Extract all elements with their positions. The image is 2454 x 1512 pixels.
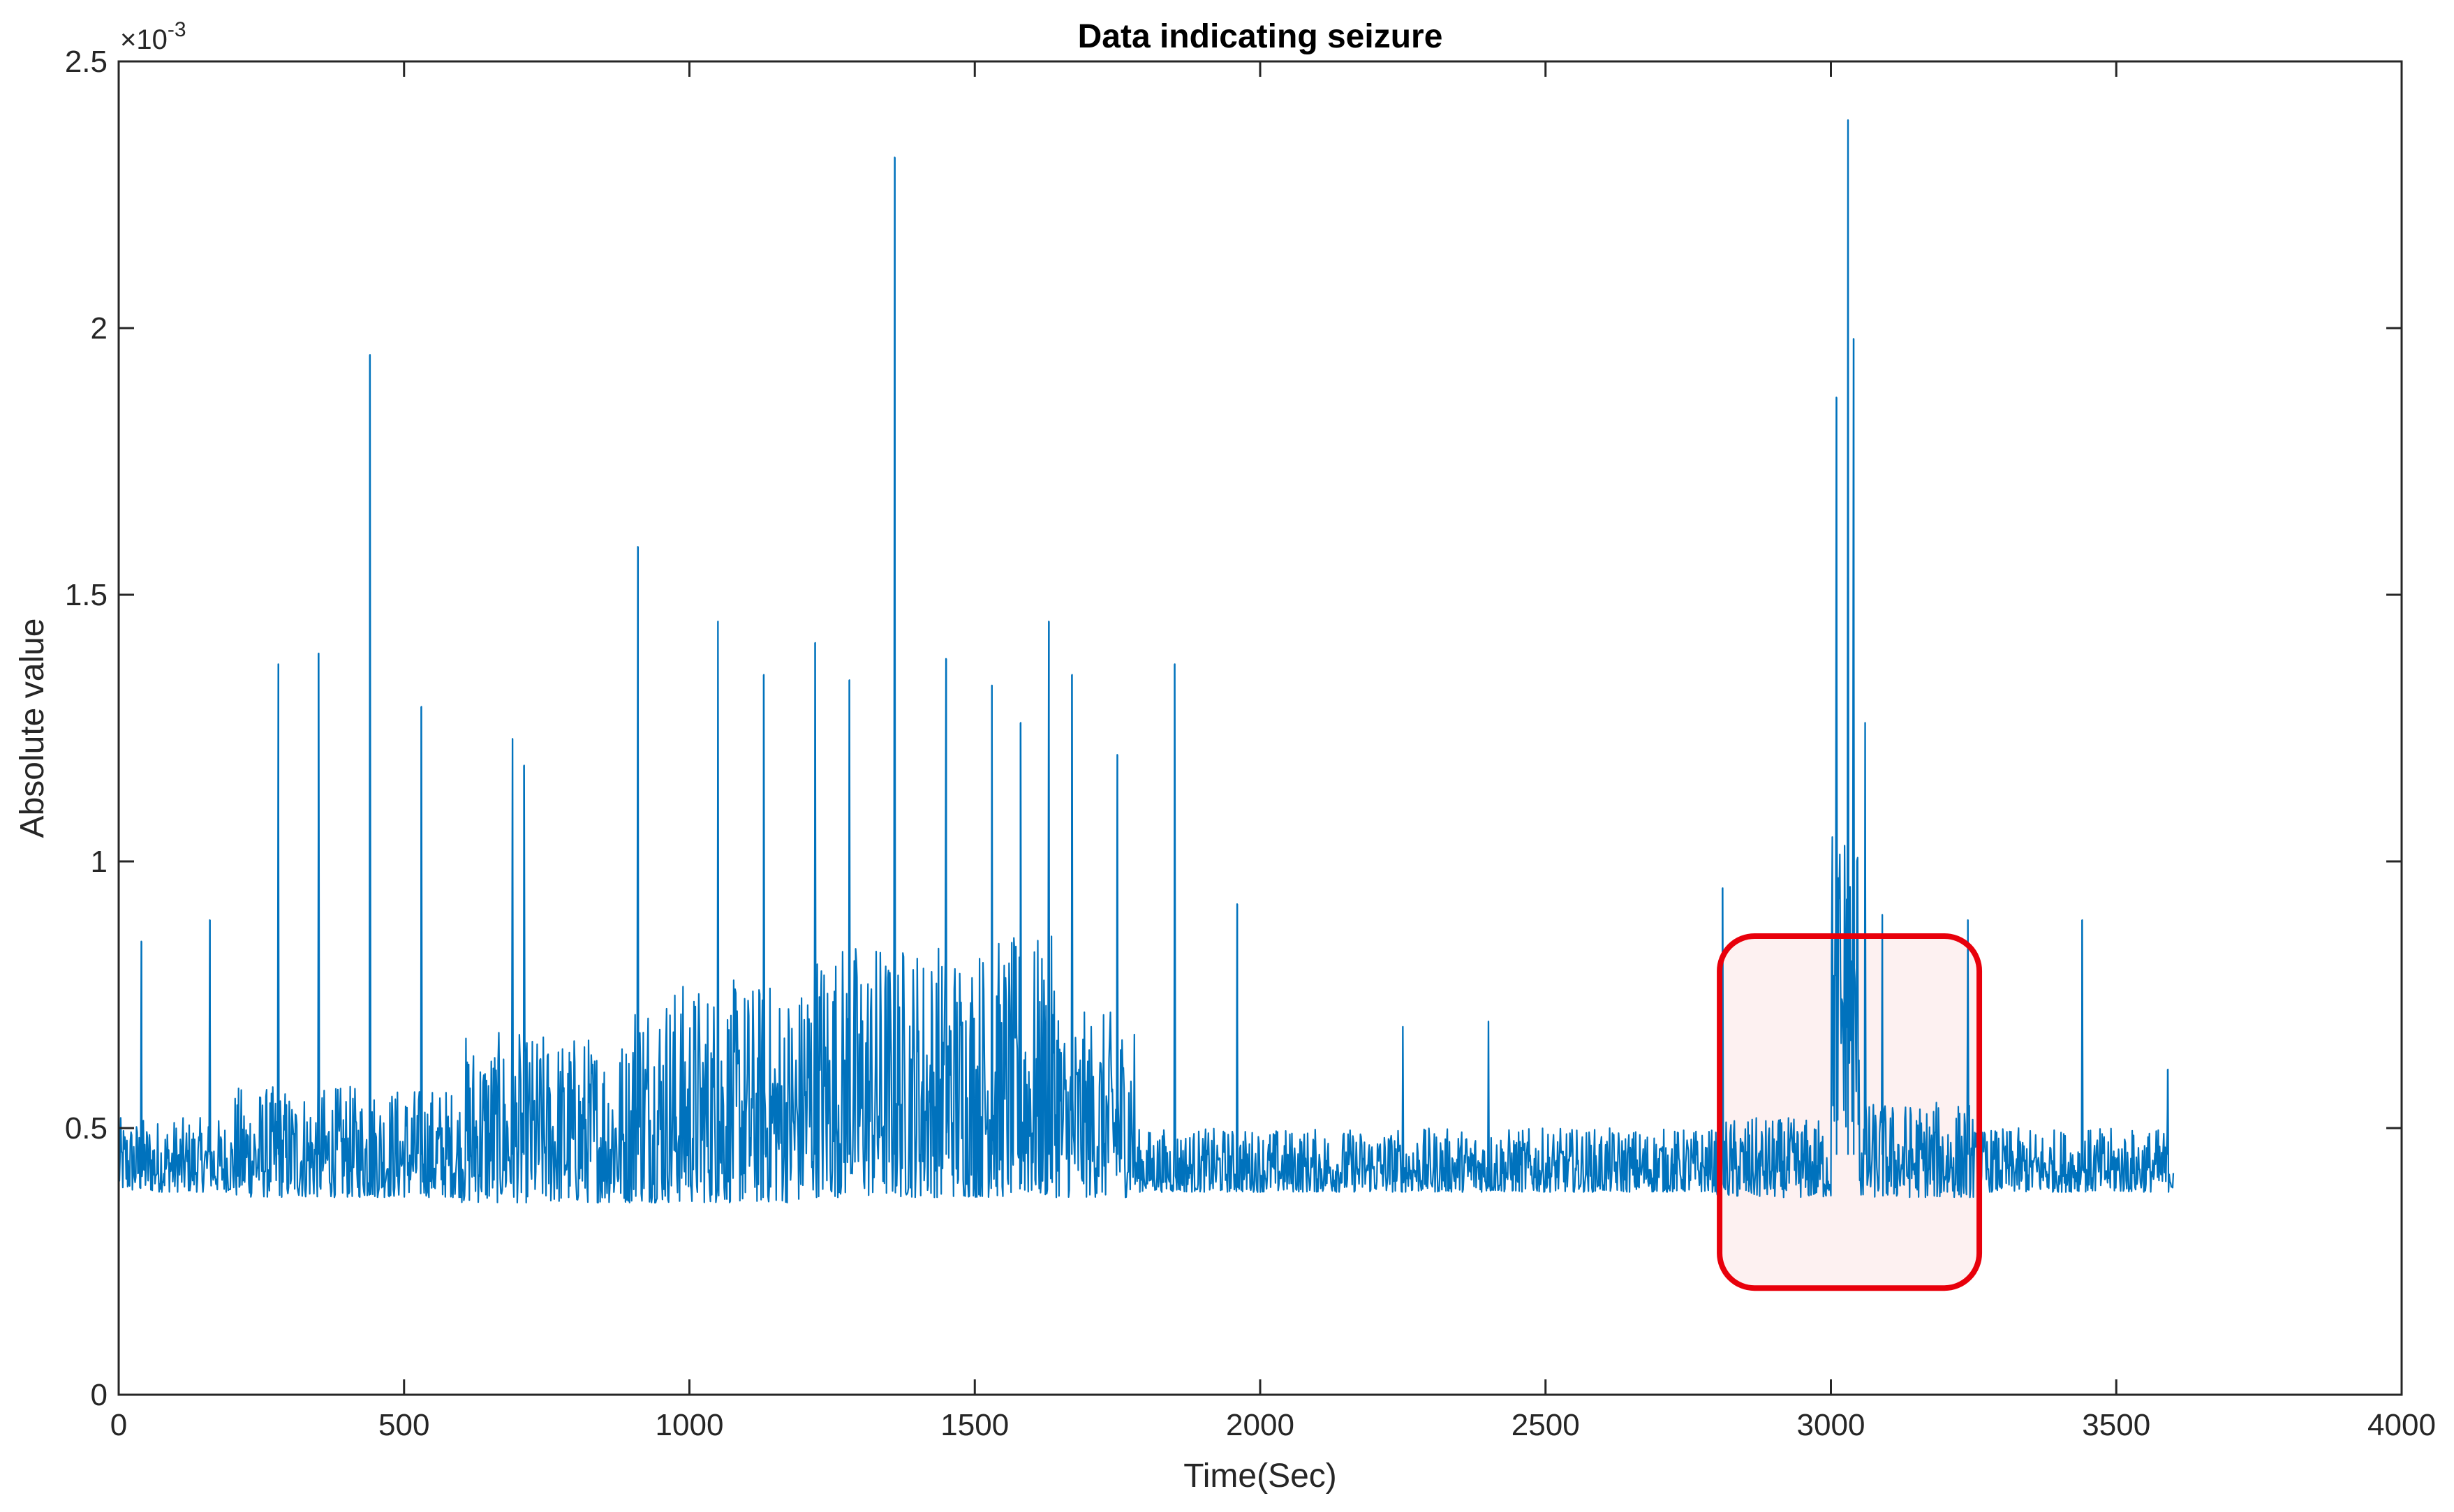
x-tick-label: 500 [378, 1408, 429, 1442]
x-tick-label: 4000 [2367, 1408, 2436, 1442]
x-tick-label: 2000 [1226, 1408, 1294, 1442]
y-tick-label: 0.5 [65, 1111, 108, 1146]
y-axis-label: Absolute value [14, 618, 51, 838]
x-tick-label: 1500 [940, 1408, 1009, 1442]
x-tick-label: 1000 [656, 1408, 724, 1442]
chart-title: Data indicating seizure [1078, 18, 1443, 55]
x-tick-label: 3000 [1797, 1408, 1865, 1442]
y-tick-label: 2.5 [65, 45, 108, 79]
y-tick-label: 0 [91, 1378, 108, 1412]
y-tick-label: 1.5 [65, 578, 108, 612]
seizure-highlight-fill [1720, 935, 1980, 1289]
x-axis-label: Time(Sec) [1183, 1458, 1337, 1495]
x-axis: 0 500 1000 1500 2000 2500 3000 3500 4000 [110, 61, 2436, 1442]
y-exponent-power: -3 [168, 18, 186, 41]
y-exponent-multiplier: ×10-3 [120, 18, 186, 55]
y-tick-label: 2 [91, 311, 108, 346]
series-layer [117, 119, 2175, 1204]
x-tick-label: 2500 [1511, 1408, 1580, 1442]
x-tick-label: 3500 [2082, 1408, 2150, 1442]
annotation-fill-layer [1720, 935, 1980, 1289]
annotation-edge-layer [1717, 933, 1983, 1291]
series-line [117, 119, 2175, 1204]
y-exponent-base: ×10 [120, 24, 168, 55]
x-tick-label: 0 [110, 1408, 127, 1442]
y-tick-label: 1 [91, 845, 108, 879]
seizure-highlight-box [1717, 933, 1983, 1291]
y-axis: 0 0.5 1 1.5 2 2.5 [65, 45, 2402, 1412]
